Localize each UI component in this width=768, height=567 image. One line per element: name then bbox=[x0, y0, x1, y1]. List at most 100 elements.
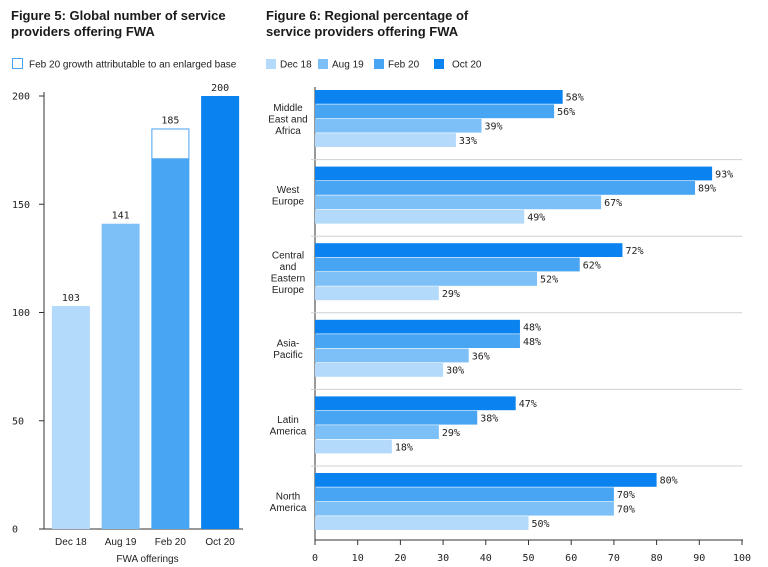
bar bbox=[315, 209, 525, 224]
x-tick-label: 10 bbox=[352, 553, 364, 564]
y-tick-label: 200 bbox=[12, 92, 30, 103]
x-axis-title: FWA offerings bbox=[116, 554, 178, 565]
x-tick-label: 80 bbox=[651, 553, 663, 564]
y-tick-label: 0 bbox=[12, 525, 18, 536]
figure-5-chart: Feb 20 growth attributable to an enlarge… bbox=[12, 58, 243, 565]
bar-value-label: 30% bbox=[446, 366, 464, 377]
bar bbox=[315, 272, 538, 286]
x-tick-label: 40 bbox=[480, 553, 492, 564]
bar-value-label: 185 bbox=[161, 115, 179, 126]
bar-value-label: 200 bbox=[211, 83, 229, 94]
bar bbox=[315, 90, 563, 104]
x-tick-label: 0 bbox=[312, 553, 318, 564]
bar bbox=[315, 257, 580, 272]
bar bbox=[101, 223, 140, 530]
legend-swatch-enlarged-base bbox=[12, 58, 23, 69]
bar bbox=[315, 487, 614, 502]
x-tick-label: 50 bbox=[522, 553, 534, 564]
x-tick-label: 100 bbox=[733, 553, 751, 564]
y-category-label: Pacific bbox=[273, 350, 302, 361]
bar-value-label: 56% bbox=[557, 107, 575, 118]
bar-value-label: 48% bbox=[523, 337, 541, 348]
bar bbox=[315, 473, 657, 487]
bar bbox=[315, 118, 482, 133]
y-category-label: Asia- bbox=[277, 338, 300, 349]
bar-value-label: 39% bbox=[485, 122, 503, 133]
x-category-label: Dec 18 bbox=[55, 537, 87, 548]
bar-value-label: 93% bbox=[715, 169, 733, 180]
figure-5-title-line-2: providers offering FWA bbox=[11, 24, 155, 39]
legend-label: Feb 20 bbox=[388, 60, 420, 71]
bar-value-label: 29% bbox=[442, 289, 460, 300]
bar bbox=[315, 243, 623, 257]
y-category-label: Africa bbox=[275, 126, 301, 137]
bar-enlarged-base-portion bbox=[151, 128, 190, 160]
bar-value-label: 70% bbox=[617, 505, 635, 516]
x-category-label: Feb 20 bbox=[155, 537, 187, 548]
legend-label: Aug 19 bbox=[332, 60, 364, 71]
bar bbox=[315, 363, 444, 377]
legend-label: Oct 20 bbox=[452, 60, 482, 71]
figure-5-title-line-1: Figure 5: Global number of service bbox=[11, 8, 226, 23]
bar bbox=[315, 396, 516, 411]
bar-value-label: 67% bbox=[604, 198, 622, 209]
bar-value-label: 33% bbox=[459, 136, 477, 147]
figure-6-chart: Dec 18 Aug 19 Feb 20 Oct 20 0 10 20 30 40 50 60 70 8… bbox=[266, 59, 751, 564]
y-category-label: Europe bbox=[272, 197, 305, 208]
y-category-label: Central bbox=[272, 250, 304, 261]
y-category-label: East and bbox=[268, 114, 307, 125]
figure-6-title-line-2: service providers offering FWA bbox=[266, 24, 459, 39]
bar bbox=[315, 334, 520, 348]
y-category-label: Eastern bbox=[271, 273, 305, 284]
bar-value-label: 29% bbox=[442, 428, 460, 439]
bar bbox=[315, 501, 614, 516]
bar-value-label: 48% bbox=[523, 323, 541, 334]
bar bbox=[315, 133, 456, 147]
legend-label: Dec 18 bbox=[280, 60, 312, 71]
y-category-label: America bbox=[270, 426, 307, 437]
y-category-label: West bbox=[277, 185, 300, 196]
x-category-label: Aug 19 bbox=[105, 537, 137, 548]
y-category-label: Latin bbox=[277, 415, 299, 426]
bar bbox=[315, 410, 478, 425]
bar bbox=[51, 306, 90, 529]
legend-label-enlarged-base: Feb 20 growth attributable to an enlarge… bbox=[29, 60, 237, 71]
bar bbox=[315, 166, 713, 181]
legend-swatch bbox=[318, 59, 328, 69]
bar bbox=[315, 319, 520, 334]
bar-value-label: 70% bbox=[617, 490, 635, 501]
y-tick-label: 150 bbox=[12, 200, 30, 211]
bar-value-label: 18% bbox=[395, 442, 413, 453]
figure-5-title: Figure 5: Global number of service provi… bbox=[11, 8, 241, 40]
x-tick-label: 90 bbox=[693, 553, 705, 564]
x-tick-label: 70 bbox=[608, 553, 620, 564]
legend-swatch bbox=[374, 59, 384, 69]
bar bbox=[315, 439, 392, 454]
y-category-label: America bbox=[270, 503, 307, 514]
figure-6-title: Figure 6: Regional percentage of service… bbox=[266, 8, 526, 40]
legend-swatch bbox=[266, 59, 276, 69]
y-category-label: North bbox=[276, 492, 300, 503]
y-category-label: Middle bbox=[273, 103, 303, 114]
bar-value-label: 80% bbox=[660, 476, 678, 487]
figure-6-title-line-1: Figure 6: Regional percentage of bbox=[266, 8, 469, 23]
x-tick-label: 30 bbox=[437, 553, 449, 564]
x-tick-label: 60 bbox=[565, 553, 577, 564]
bar-value-label: 62% bbox=[583, 260, 601, 271]
bar bbox=[315, 516, 529, 530]
bar bbox=[151, 158, 190, 529]
y-category-label: and bbox=[280, 262, 297, 273]
legend-swatch bbox=[434, 59, 444, 69]
bar-value-label: 52% bbox=[540, 275, 558, 286]
y-tick-label: 100 bbox=[12, 308, 30, 319]
bar-value-label: 72% bbox=[625, 246, 643, 257]
bar bbox=[315, 286, 439, 301]
bar-value-label: 141 bbox=[112, 211, 130, 222]
bar-value-label: 49% bbox=[527, 213, 545, 224]
bar-value-label: 36% bbox=[472, 351, 490, 362]
x-tick-label: 20 bbox=[394, 553, 406, 564]
bar-value-label: 38% bbox=[480, 414, 498, 425]
bar-value-label: 50% bbox=[532, 519, 550, 530]
bar bbox=[315, 181, 696, 195]
